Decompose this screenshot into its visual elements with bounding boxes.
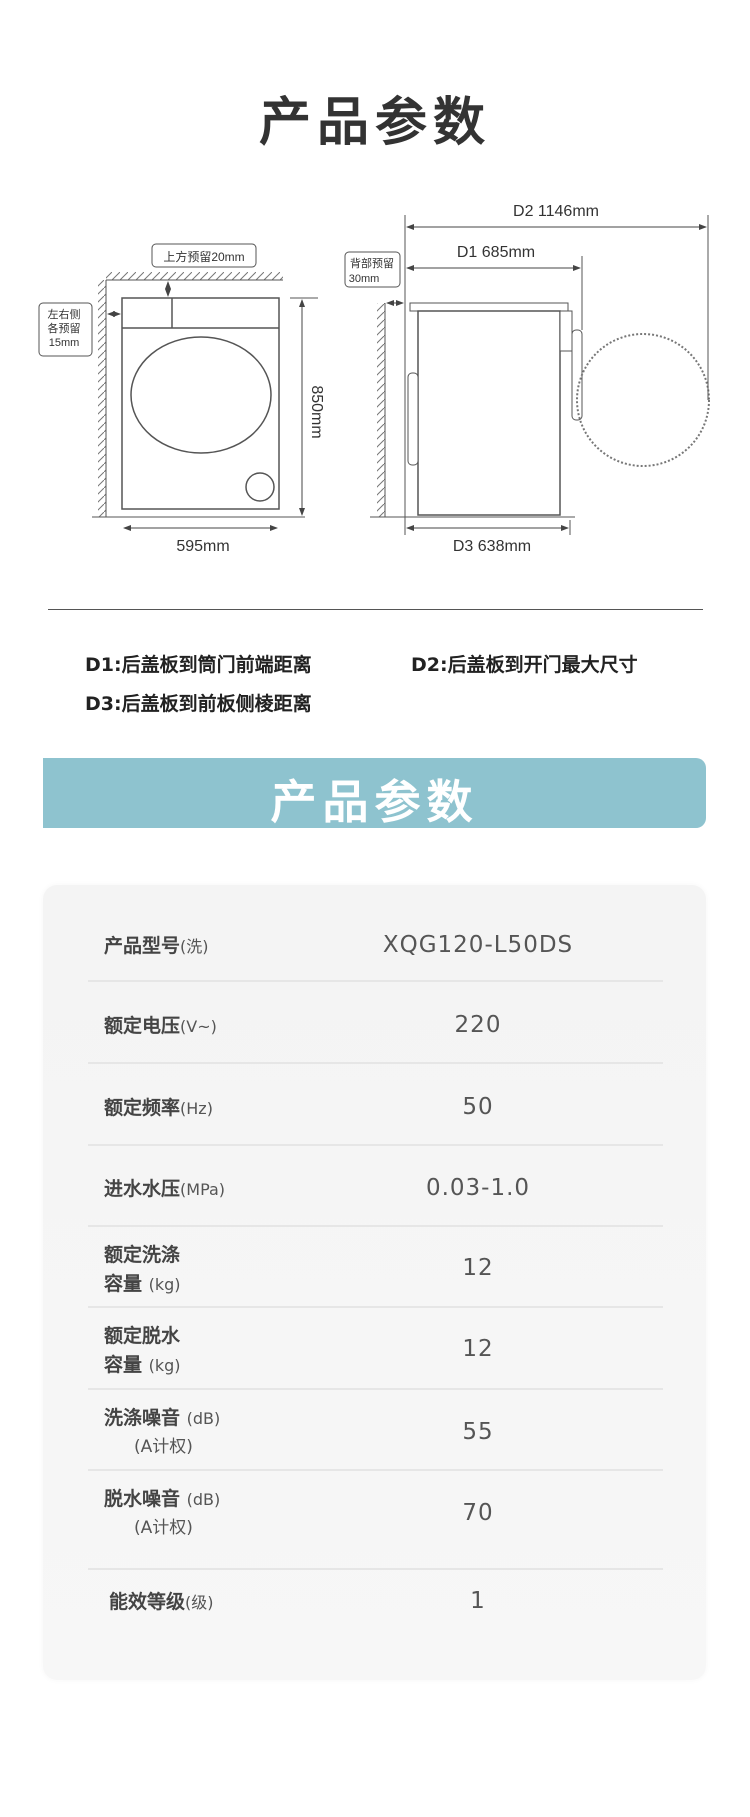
dimension-diagram: 850mm 595mm 上方预留20mm 左右侧 各预留 15mm D2 114… (38, 203, 710, 555)
spec-label: 进水水压 (104, 1178, 181, 1200)
row-divider (88, 1568, 663, 1570)
side-clearance-line2: 各预留 (48, 321, 81, 335)
side-clearance-line3: 15mm (49, 337, 80, 349)
spec-value: 12 (462, 1336, 494, 1362)
d1-label: D1 685mm (457, 244, 535, 261)
row-divider (88, 1144, 663, 1146)
spec-label: 额定脱水 (104, 1325, 181, 1347)
spec-label-line2: 容量 (104, 1273, 143, 1295)
spec-unit: (级) (185, 1593, 214, 1612)
spec-value: 1 (470, 1588, 486, 1614)
spec-value: 55 (462, 1419, 494, 1445)
legend-d1: D1:后盖板到筒门前端距离 (85, 654, 312, 676)
height-label: 850mm (308, 385, 325, 438)
page-title: 产品参数 (258, 93, 491, 153)
row-divider (88, 1388, 663, 1390)
spec-unit: (dB) (186, 1409, 221, 1428)
spec-value: XQG120-L50DS (382, 932, 574, 958)
back-clearance-line1: 背部预留 (350, 256, 394, 270)
spec-label: 额定频率 (104, 1097, 181, 1119)
spec-label: 产品型号 (104, 935, 181, 957)
row-divider (88, 980, 663, 982)
spec-unit: (dB) (186, 1490, 221, 1509)
d2-label: D2 1146mm (513, 203, 599, 220)
back-clearance-line2: 30mm (349, 273, 380, 285)
spec-sub: (A计权) (134, 1518, 193, 1538)
spec-value: 50 (462, 1094, 494, 1120)
spec-label: 脱水噪音 (104, 1488, 181, 1510)
spec-label: 洗涤噪音 (104, 1407, 181, 1429)
spec-value: 70 (462, 1500, 494, 1526)
row-divider (88, 1062, 663, 1064)
spec-value: 220 (454, 1012, 502, 1038)
width-label: 595mm (176, 538, 229, 555)
banner-title: 产品参数 (270, 775, 479, 829)
spec-table: 产品型号(洗) XQG120-L50DS 额定电压(V~) 220 额定频率(H… (43, 885, 706, 1680)
side-view: D2 1146mm D1 685mm D3 638mm 背部预留 30mm (344, 203, 710, 555)
spec-label: 能效等级 (109, 1591, 186, 1613)
spec-label-line2: 容量 (104, 1354, 143, 1376)
row-divider (88, 1306, 663, 1308)
row-divider (88, 1469, 663, 1471)
front-view: 850mm 595mm 上方预留20mm 左右侧 各预留 15mm (38, 243, 325, 555)
legend-d2: D2:后盖板到开门最大尺寸 (411, 654, 638, 676)
spec-unit: (kg) (148, 1275, 181, 1294)
spec-label: 额定洗涤 (104, 1244, 181, 1266)
divider (48, 609, 703, 610)
top-clearance-callout: 上方预留20mm (163, 249, 244, 264)
spec-value: 12 (462, 1255, 494, 1281)
spec-unit: (V~) (180, 1017, 217, 1036)
spec-label: 额定电压 (104, 1015, 181, 1037)
spec-value: 0.03-1.0 (425, 1175, 531, 1201)
spec-unit: (MPa) (180, 1180, 226, 1199)
spec-sub: (A计权) (134, 1437, 193, 1457)
spec-unit: (kg) (148, 1356, 181, 1375)
section-banner: 产品参数 (43, 758, 706, 829)
legend-d3: D3:后盖板到前板侧棱距离 (85, 693, 312, 715)
spec-unit: (Hz) (180, 1099, 213, 1118)
row-divider (88, 1225, 663, 1227)
spec-unit: (洗) (180, 937, 209, 956)
d3-label: D3 638mm (453, 538, 531, 555)
side-clearance-line1: 左右侧 (48, 307, 81, 321)
